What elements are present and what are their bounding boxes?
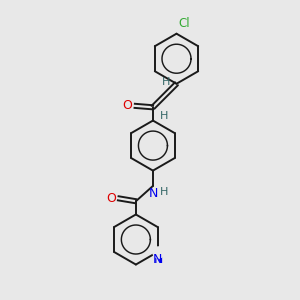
Text: N: N (153, 253, 162, 266)
Text: H: H (162, 77, 170, 87)
Text: O: O (122, 99, 132, 112)
Text: O: O (106, 192, 116, 205)
Text: Cl: Cl (178, 17, 190, 30)
Text: H: H (159, 111, 168, 121)
Text: H: H (159, 187, 168, 196)
Text: N: N (148, 187, 158, 200)
Text: N: N (153, 254, 163, 266)
